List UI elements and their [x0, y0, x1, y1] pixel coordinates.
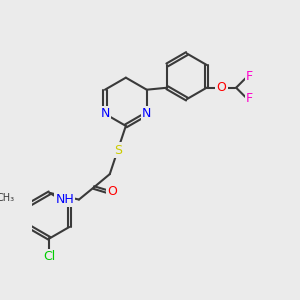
Text: N: N [142, 107, 152, 120]
Text: Cl: Cl [44, 250, 56, 263]
Text: N: N [100, 107, 110, 120]
Text: F: F [246, 92, 253, 105]
Text: O: O [107, 185, 117, 198]
Text: NH: NH [56, 193, 74, 206]
Text: F: F [246, 70, 253, 83]
Text: O: O [216, 81, 226, 94]
Text: S: S [114, 143, 122, 157]
Text: CH₃: CH₃ [0, 193, 15, 203]
